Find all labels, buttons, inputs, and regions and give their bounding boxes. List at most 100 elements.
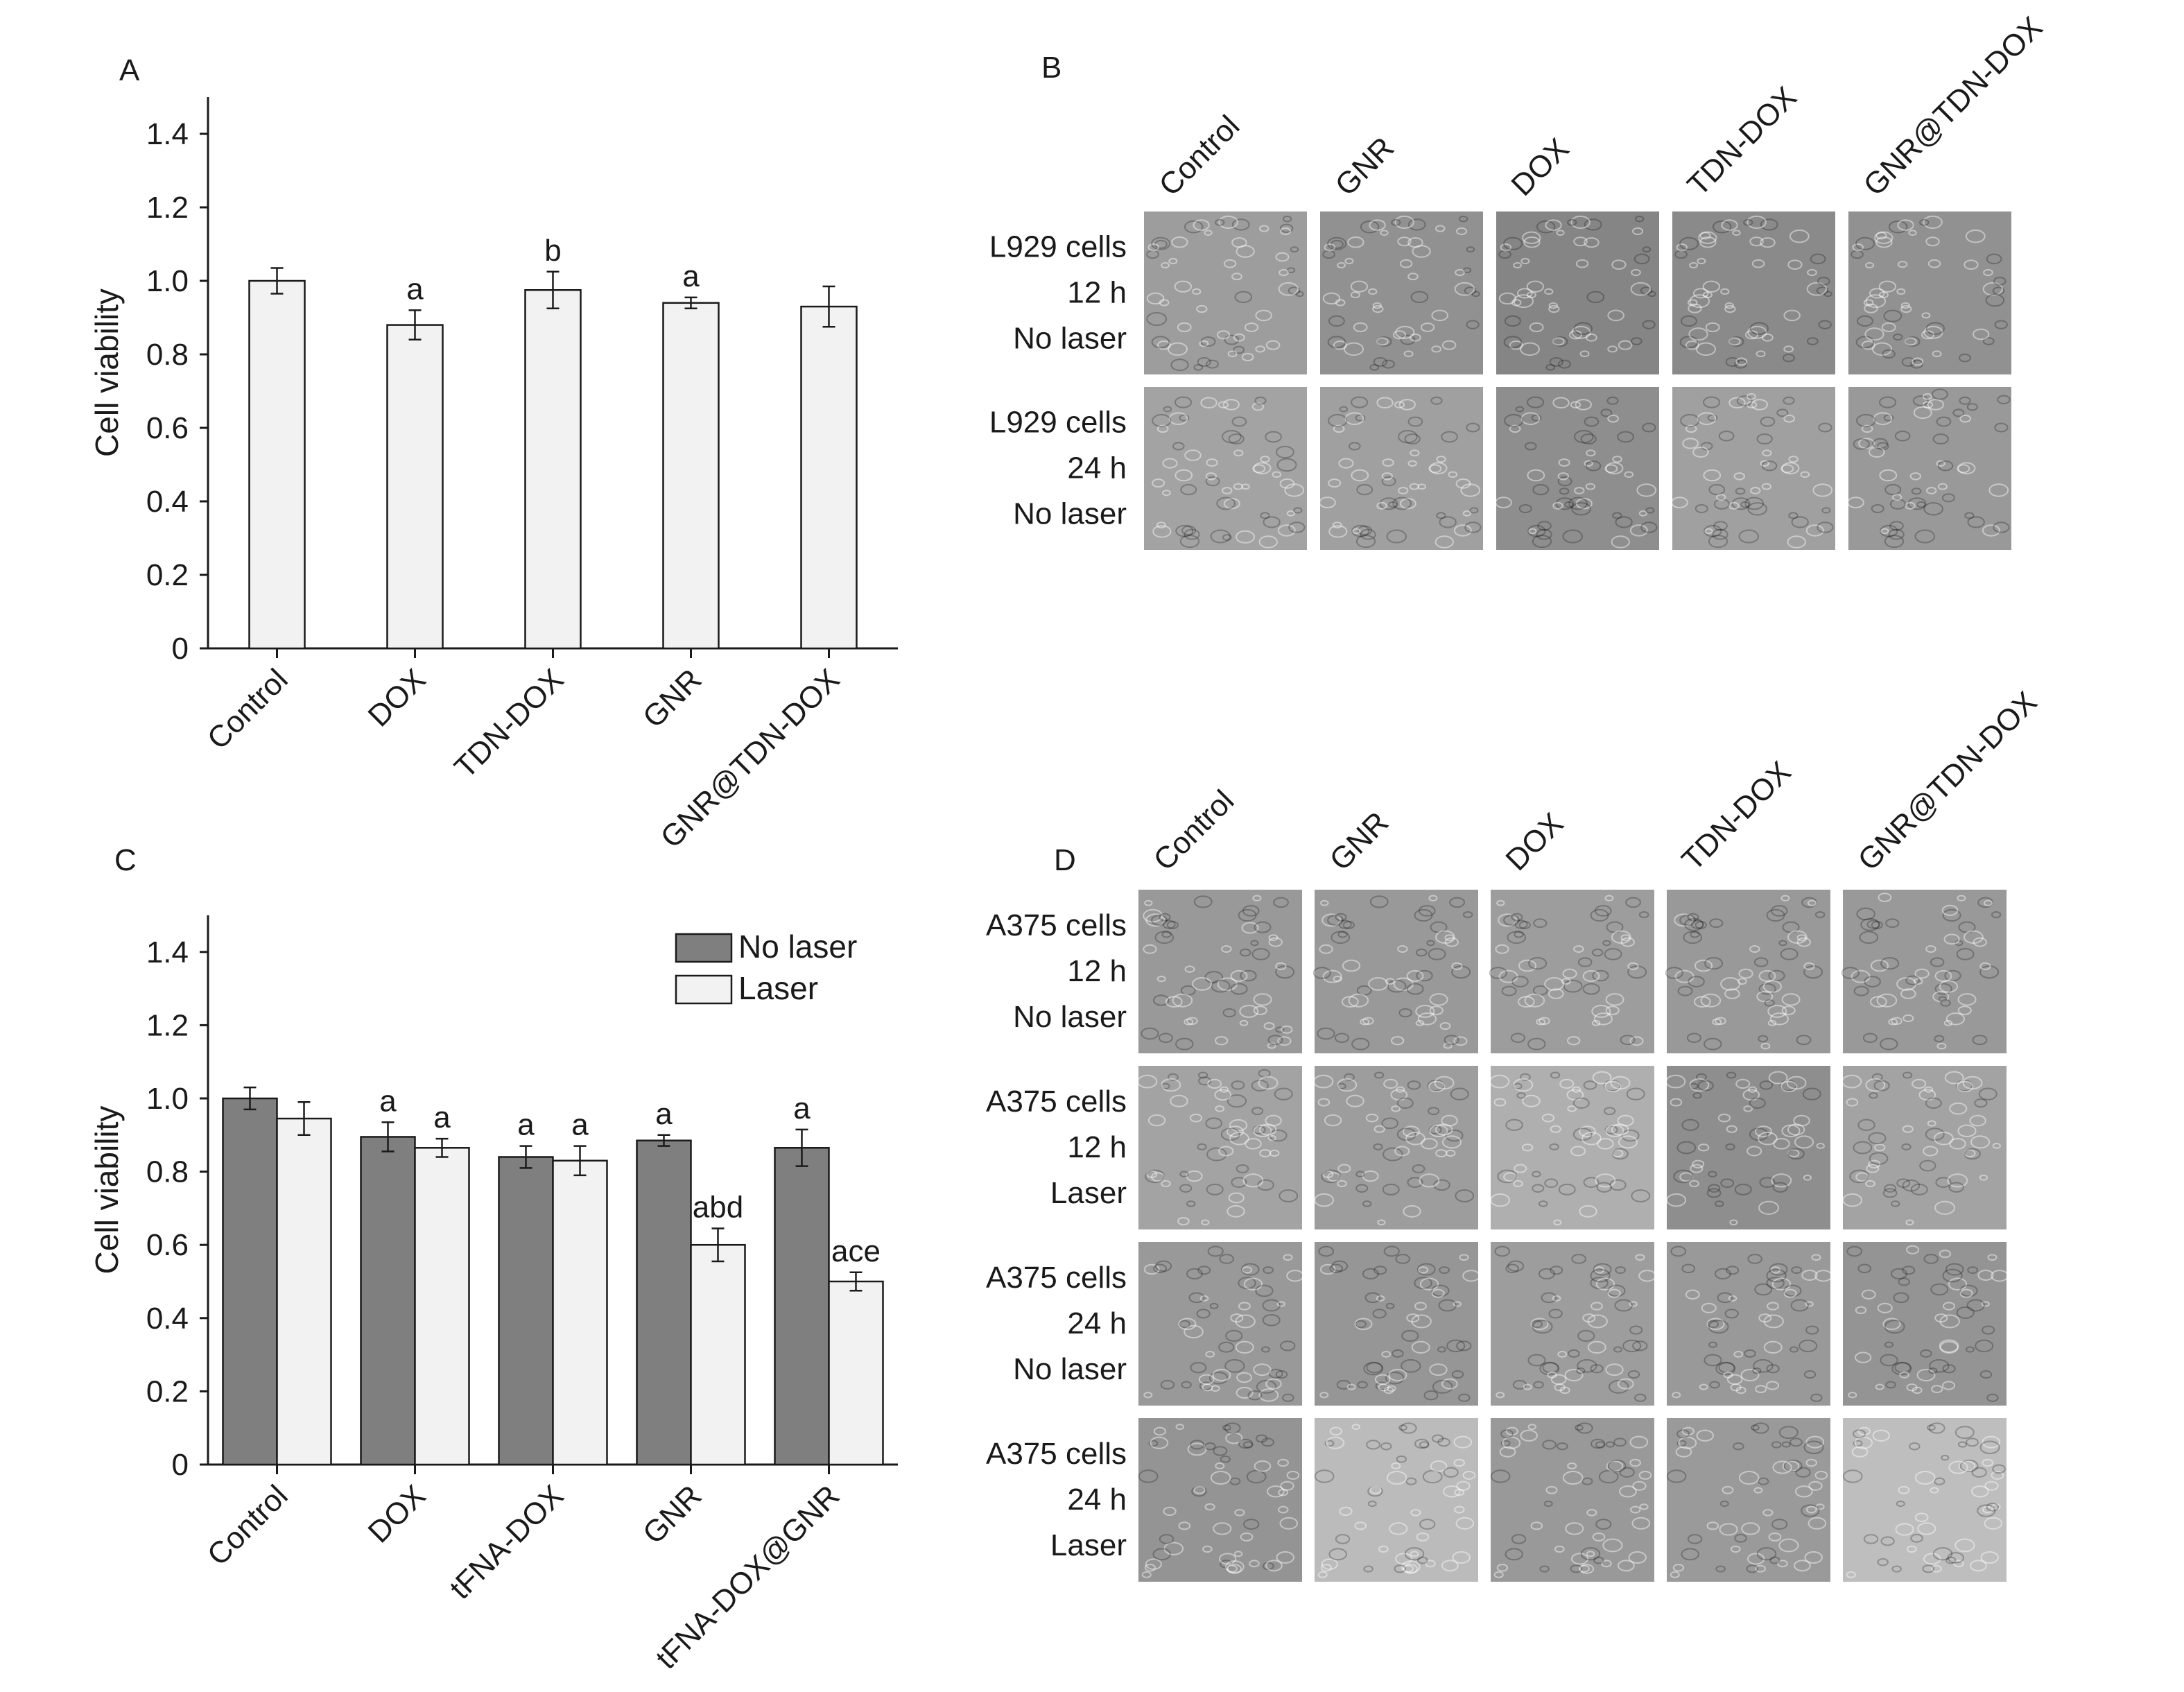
cell-texture (1992, 1464, 2006, 1474)
cell-texture (1230, 1313, 1244, 1323)
cell-texture (1214, 1089, 1232, 1101)
cell-texture (1875, 232, 1887, 240)
cell-texture (1252, 1125, 1266, 1134)
cell-texture (1705, 322, 1720, 333)
cell-texture (1860, 917, 1880, 931)
cell-texture (1603, 1079, 1621, 1092)
cell-texture (1317, 1571, 1328, 1578)
cell-texture (1906, 1245, 1920, 1254)
cell-texture (1814, 1270, 1832, 1282)
cell-texture (1766, 908, 1785, 922)
cell-texture (1889, 521, 1904, 531)
cell-texture (1175, 524, 1194, 537)
y-tick-label: 1.4 (146, 935, 189, 969)
cell-texture (1973, 328, 1990, 340)
cell-texture (1725, 1143, 1735, 1150)
column-label: GNR@TDN-DOX (1857, 10, 2049, 202)
cell-texture (1697, 1080, 1714, 1091)
cell-texture (1683, 931, 1703, 944)
cell-texture (1559, 487, 1570, 495)
cell-texture (1434, 1076, 1455, 1090)
cell-texture (1590, 908, 1609, 922)
cell-texture (1430, 921, 1448, 933)
cell-texture (1218, 1146, 1234, 1157)
cell-texture (1749, 945, 1760, 953)
cell-texture (1515, 406, 1525, 413)
cell-texture (1455, 268, 1465, 277)
cell-texture (1629, 1325, 1643, 1335)
cell-texture (1558, 1183, 1576, 1195)
cell-texture (1156, 340, 1171, 350)
cell-texture (1595, 1277, 1615, 1290)
cell-texture (1922, 401, 1934, 409)
cell-texture (1781, 462, 1800, 475)
row-label-line: No laser (1013, 322, 1127, 356)
cell-texture (1756, 1547, 1777, 1561)
cell-texture (1884, 1341, 1894, 1348)
cell-texture (1452, 1551, 1471, 1564)
cell-texture (1633, 253, 1650, 265)
cell-texture (1280, 1340, 1296, 1352)
significance-label: a (571, 1108, 589, 1142)
cell-texture (1578, 1125, 1596, 1138)
cell-texture (1498, 292, 1517, 305)
cell-texture (1777, 1560, 1788, 1568)
cell-texture (1398, 399, 1416, 411)
cell-texture (1360, 528, 1376, 540)
cell-texture (1398, 487, 1409, 494)
cell-texture (1435, 1149, 1448, 1158)
cell-texture (1527, 1424, 1536, 1431)
cell-texture (1687, 1534, 1703, 1544)
cell-texture (1344, 412, 1364, 425)
cell-texture (1738, 529, 1760, 544)
cell-texture (1275, 445, 1294, 459)
cell-texture (1190, 1362, 1207, 1374)
cell-texture (1390, 1089, 1408, 1101)
cell-texture (1934, 970, 1952, 982)
cell-texture (1788, 456, 1799, 463)
cell-texture (1688, 327, 1708, 341)
cell-texture (1783, 1459, 1803, 1473)
cell-texture (1617, 1114, 1634, 1127)
cell-texture (1782, 1460, 1800, 1472)
cell-texture (1673, 1169, 1694, 1184)
cell-texture (1293, 507, 1303, 514)
cell-texture (1532, 1171, 1541, 1177)
cell-texture (1335, 913, 1347, 922)
cell-texture (1273, 897, 1289, 908)
cell-texture (1772, 1182, 1788, 1193)
micrograph-image (1843, 1242, 2007, 1406)
cell-texture (1180, 985, 1196, 996)
cell-texture (1145, 1558, 1162, 1570)
cell-texture (1811, 1254, 1821, 1261)
cell-texture (1313, 1074, 1334, 1089)
cell-texture (1801, 1504, 1820, 1517)
cell-texture (1322, 292, 1341, 305)
cell-texture (1422, 1469, 1443, 1484)
cell-texture (1417, 1012, 1437, 1026)
cell-texture (1228, 433, 1245, 444)
y-axis-title: Cell viability (89, 288, 125, 457)
cell-texture (1882, 1188, 1898, 1198)
micrograph-image (1315, 1242, 1478, 1406)
cell-texture (1638, 1470, 1652, 1480)
cell-texture (1888, 220, 1908, 234)
cell-texture (1971, 1485, 1989, 1498)
cell-texture (1676, 1141, 1697, 1155)
cell-texture (1942, 1268, 1963, 1283)
cell-texture (1573, 236, 1588, 247)
micrograph-image (1144, 387, 1307, 550)
cell-texture (1986, 253, 2002, 265)
cell-texture (1579, 1205, 1597, 1218)
cell-texture (1327, 1172, 1342, 1182)
cell-texture (1458, 1393, 1471, 1402)
cell-texture (1381, 1117, 1399, 1130)
cell-texture (1735, 487, 1746, 495)
cell-texture (1367, 1485, 1383, 1497)
cell-texture (1717, 1113, 1731, 1123)
cell-texture (1883, 414, 1894, 422)
cell-texture (1855, 336, 1875, 349)
cell-texture (1151, 914, 1168, 926)
cell-texture (1152, 1548, 1171, 1561)
cell-texture (1816, 1143, 1825, 1149)
